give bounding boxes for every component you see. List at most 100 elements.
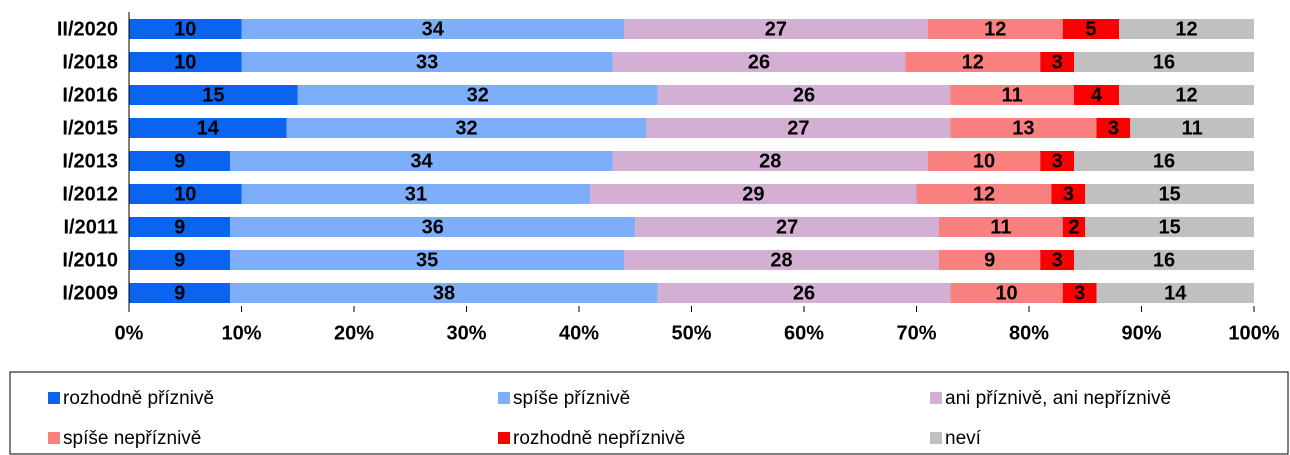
bar-segment [1040,52,1074,72]
bar-segment [129,151,231,171]
bar-segment [129,217,231,237]
data-label: 28 [759,150,781,172]
bar-segment [230,217,636,237]
legend-label: rozhodně nepříznivě [513,428,685,449]
data-label: 27 [776,216,798,238]
bar-segment [646,118,951,138]
data-label: 32 [455,117,477,139]
data-label: 11 [1002,84,1023,106]
bar-segment [1051,184,1086,204]
legend-swatch [498,432,510,444]
bar-segment [286,118,647,138]
legend-label: spíše nepříznivě [63,428,201,449]
x-tick-label: 60% [784,322,824,344]
data-label: 27 [765,18,787,40]
bar-segment [1119,19,1254,39]
bar-segment [1062,217,1086,237]
data-label: 12 [962,51,984,73]
bar-segment [129,52,242,72]
data-label: 34 [422,18,445,40]
data-label: 12 [973,183,995,205]
data-label: 35 [416,249,438,271]
data-label: 2 [1068,216,1079,238]
x-tick-label: 20% [334,322,374,344]
legend-label: rozhodně příznivě [63,388,214,409]
bar-segment [129,184,242,204]
data-label: 34 [410,150,433,172]
legend-swatch [48,432,60,444]
data-label: 16 [1153,51,1175,73]
bar-segment [590,184,917,204]
bar-segment [1062,283,1097,303]
bar-segment [657,283,951,303]
bar-segment [624,250,939,270]
data-label: 9 [984,249,995,271]
y-tick-label: I/2013 [62,150,118,172]
data-label: 9 [174,249,185,271]
bar-segment [635,217,939,237]
y-tick-label: I/2012 [62,183,118,205]
data-label: 16 [1153,249,1175,271]
x-tick-label: 10% [221,322,261,344]
data-label: 15 [1159,216,1181,238]
bar-segment [657,85,951,105]
bar-segment [624,19,928,39]
y-tick-label: II/2020 [57,18,118,40]
bar-segment [241,19,624,39]
data-label: 3 [1052,150,1063,172]
data-label: 12 [984,18,1006,40]
bar-segment [241,184,591,204]
data-label: 36 [422,216,444,238]
data-label: 14 [1164,282,1187,304]
bar-segment [129,19,242,39]
data-label: 10 [973,150,995,172]
data-label: 10 [174,183,196,205]
data-label: 11 [1182,117,1203,139]
bar-segment [1074,85,1119,105]
bar-segment [1130,118,1254,138]
data-label: 9 [174,282,185,304]
bar-segment [129,283,231,303]
bar-segment [927,19,1063,39]
data-label: 31 [405,183,427,205]
data-label: 9 [174,150,185,172]
bar-segment [230,250,624,270]
bar-segment [927,151,1041,171]
data-label: 28 [770,249,792,271]
bar-segment [950,283,1063,303]
x-tick-label: 70% [896,322,936,344]
data-label: 12 [1175,84,1197,106]
data-label: 3 [1052,51,1063,73]
y-tick-label: I/2010 [62,249,118,271]
data-label: 26 [793,282,815,304]
x-tick-label: 0% [115,322,144,344]
legend-swatch [498,392,510,404]
data-label: 38 [433,282,455,304]
legend-swatch [930,392,942,404]
bar-segment [905,52,1041,72]
data-label: 3 [1052,249,1063,271]
data-label: 5 [1085,18,1096,40]
x-tick-label: 40% [559,322,599,344]
data-label: 10 [174,51,196,73]
bar-segment [1096,118,1131,138]
bar-segment [1119,85,1254,105]
data-label: 13 [1012,117,1034,139]
data-label: 4 [1091,84,1103,106]
bar-segment [939,250,1041,270]
bar-segment [1085,217,1254,237]
bar-segment [612,151,928,171]
bar-segment [950,85,1074,105]
legend-label: neví [945,428,982,449]
x-tick-label: 90% [1121,322,1161,344]
legend-box [9,371,1289,455]
bar-segment [939,217,1063,237]
bar-segment [1074,52,1254,72]
data-label: 26 [748,51,770,73]
data-label: 26 [793,84,815,106]
bar-segment [1085,184,1254,204]
data-label: 15 [202,84,224,106]
bar-segment [129,85,298,105]
y-tick-label: I/2015 [62,117,118,139]
